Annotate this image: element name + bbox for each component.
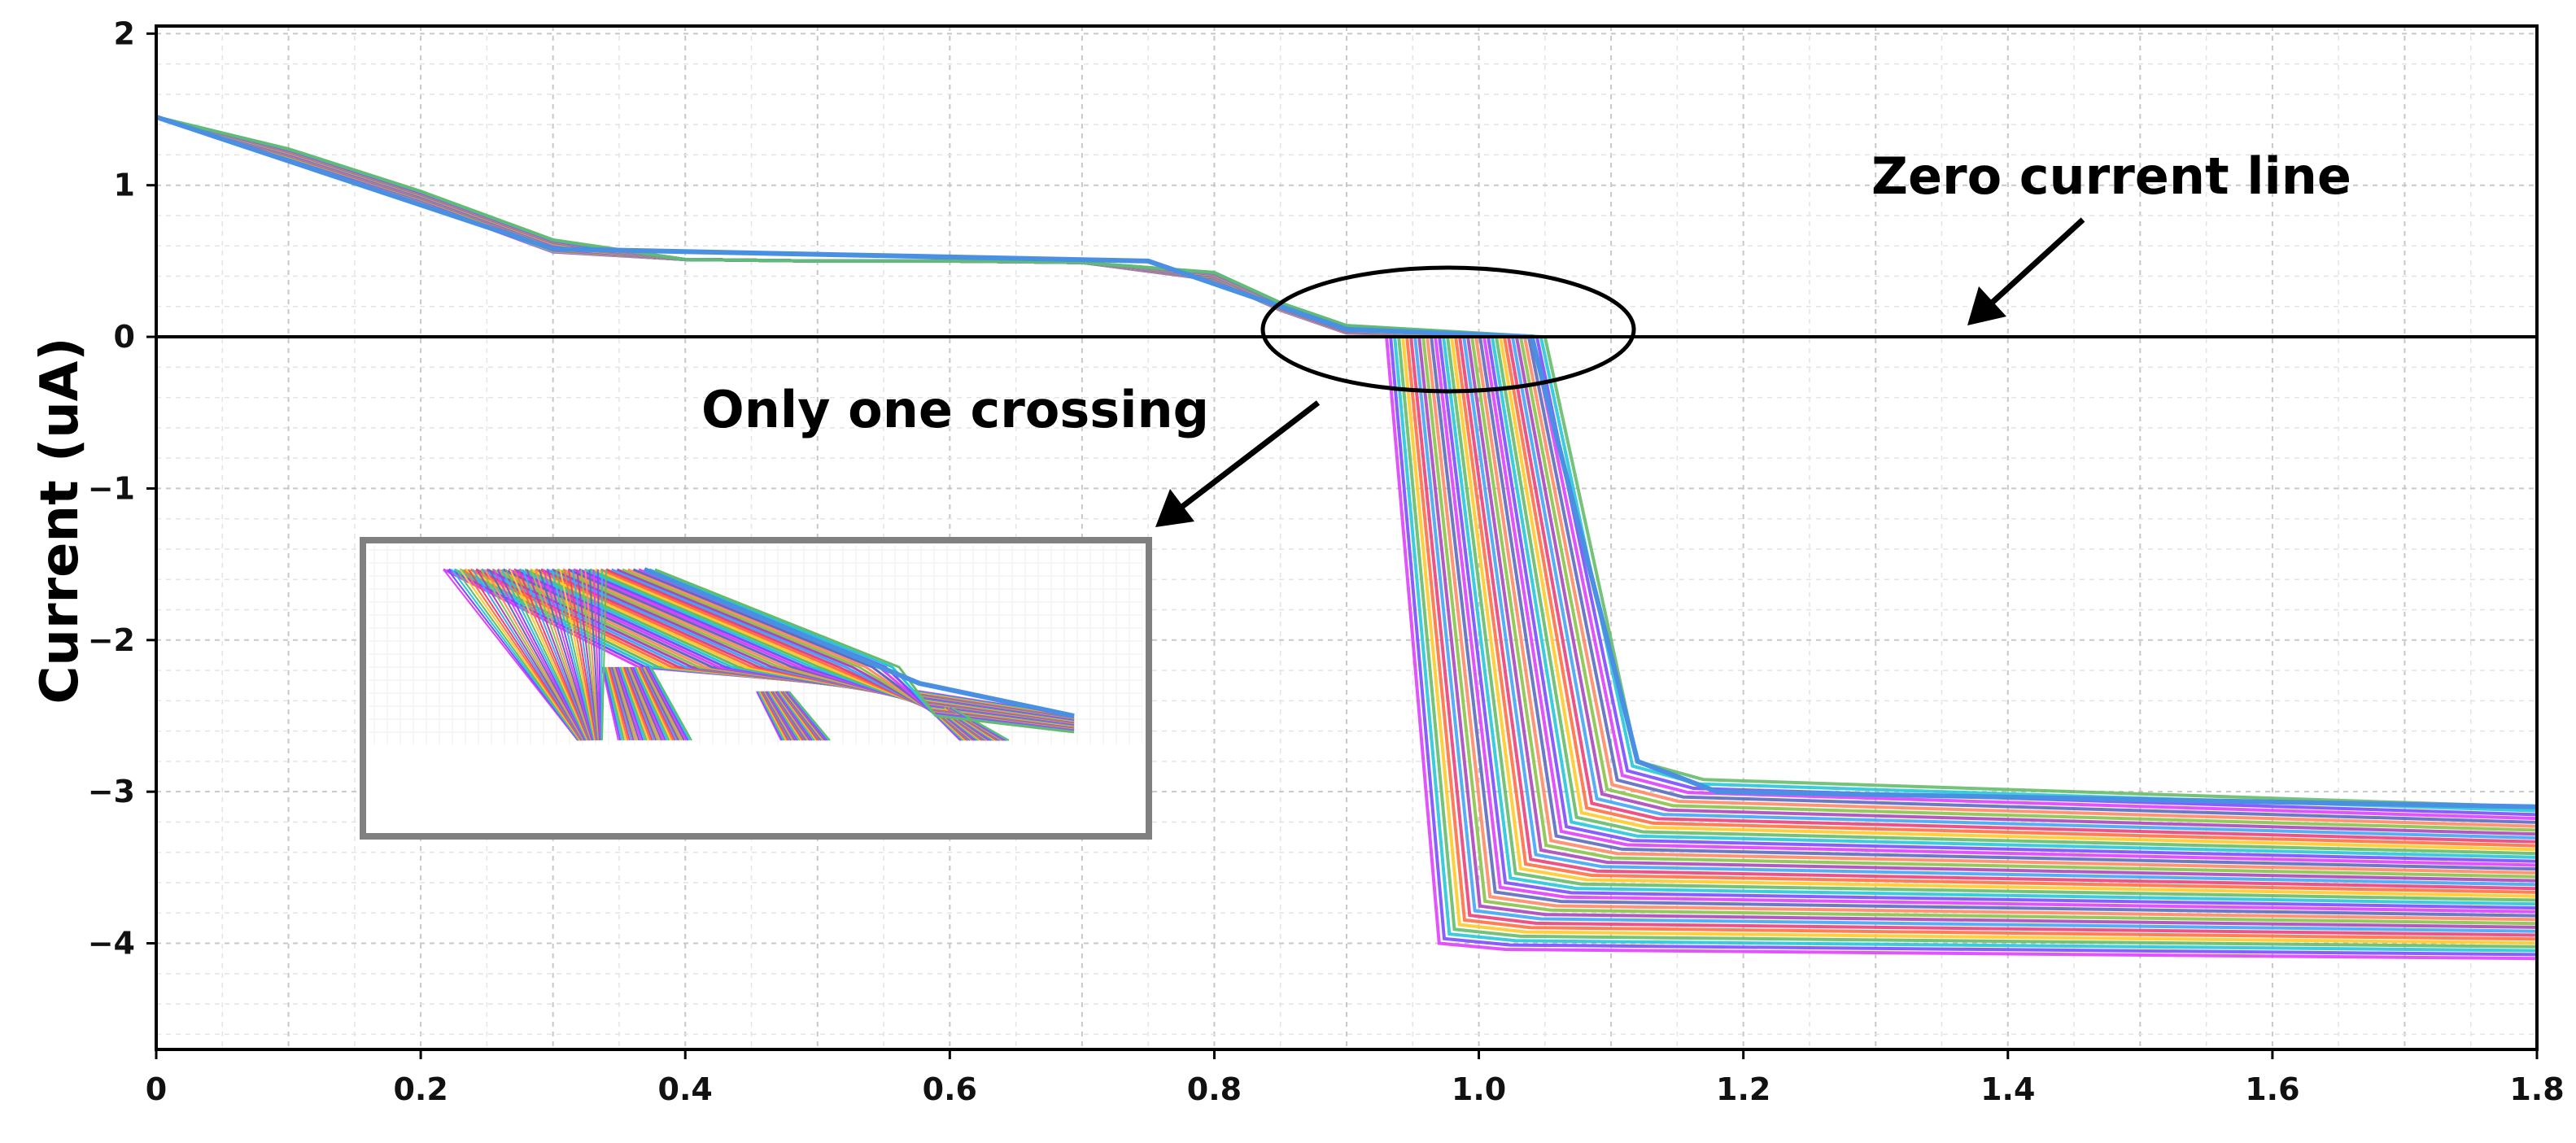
x-tick-label: 1.4 (1980, 1071, 2035, 1107)
y-axis-ticks: 2 1 0 −1 −2 −3 −4 (88, 15, 156, 962)
plot-frame (155, 24, 2539, 1051)
zero-line-arrow (1967, 217, 2085, 325)
sweep-series (156, 114, 2537, 961)
x-tick-label: 0 (146, 1071, 167, 1107)
sweep-curve (156, 115, 2537, 809)
x-tick-label: 1.0 (1452, 1071, 1506, 1107)
crossing-highlight-ellipse (1260, 265, 1636, 394)
x-tick-label: 1.2 (1716, 1071, 1770, 1107)
y-axis-label: Current (uA) (30, 337, 90, 704)
zoom-inset (360, 537, 1152, 840)
y-tick-label: 0 (114, 319, 135, 355)
crossing-arrow (1155, 400, 1321, 527)
crossing-annotation: Only one crossing (701, 380, 1209, 439)
y-tick-label: 1 (114, 168, 135, 203)
x-tick-label: 0.2 (393, 1071, 448, 1107)
x-tick-label: 0.8 (1187, 1071, 1242, 1107)
y-tick-label: −4 (88, 926, 135, 962)
x-tick-label: 0.4 (658, 1071, 713, 1107)
x-tick-label: 1.8 (2509, 1071, 2564, 1107)
zero-line-annotation: Zero current line (1871, 146, 2351, 206)
y-tick-label: −2 (88, 622, 135, 658)
inset-curve (654, 568, 1075, 734)
y-tick-label: 2 (114, 15, 135, 51)
y-tick-label: −3 (88, 774, 135, 809)
x-tick-label: 0.6 (923, 1071, 977, 1107)
x-tick-label: 1.6 (2245, 1071, 2299, 1107)
y-tick-label: −1 (88, 470, 135, 506)
x-axis-ticks: 0 0.2 0.4 0.6 0.8 1.0 1.2 1.4 1.6 1.8 (146, 1049, 2565, 1107)
sweep-envelope (156, 114, 2537, 809)
